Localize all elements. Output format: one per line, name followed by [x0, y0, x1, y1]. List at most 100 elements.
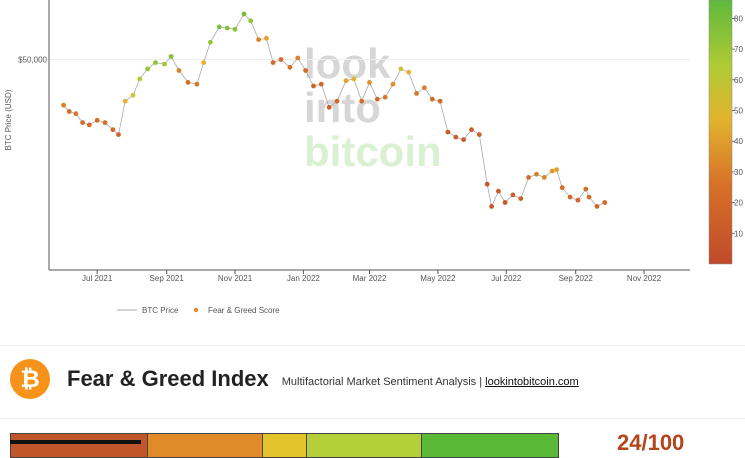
fear-greed-point	[390, 81, 396, 87]
colorbar-tick-label: 50	[734, 107, 743, 116]
watermark: lookintobitcoin	[304, 40, 442, 175]
fear-greed-point	[94, 117, 100, 123]
fear-greed-point	[241, 11, 247, 17]
fear-greed-point	[194, 81, 200, 87]
fear-greed-point	[469, 127, 474, 133]
fear-greed-point	[116, 132, 121, 138]
y-axis-title: BTC Price (USD)	[4, 89, 13, 150]
gauge-segment	[261, 434, 307, 457]
fear-greed-point	[326, 104, 332, 110]
x-tick-label: Jul 2021	[82, 274, 113, 283]
fear-greed-point	[429, 96, 435, 102]
colorbar-tick-label: 20	[734, 199, 743, 208]
legend-point-swatch	[193, 307, 199, 313]
fear-greed-point	[86, 122, 92, 128]
x-tick-label: Mar 2022	[353, 274, 387, 283]
x-axis-ticks: Jul 2021 Sep 2021 Nov 2021 Jan 2022 Mar 2022…	[82, 270, 662, 283]
divider	[0, 345, 745, 346]
fear-greed-point	[168, 54, 174, 59]
fear-greed-point	[437, 98, 443, 104]
fear-greed-point	[453, 134, 459, 140]
x-tick-label: May 2022	[420, 274, 456, 283]
colorbar-tick-label: 70	[734, 45, 743, 54]
fear-greed-point	[256, 37, 261, 42]
gauge-segment	[146, 434, 262, 457]
fear-greed-point	[278, 57, 284, 62]
fear-greed-point	[594, 204, 600, 209]
fear-greed-point	[518, 196, 524, 202]
colorbar-scale	[708, 0, 733, 265]
fear-greed-point	[61, 102, 66, 108]
fear-greed-point	[73, 111, 79, 117]
x-tick-label: Sep 2022	[559, 274, 594, 283]
fear-greed-point	[102, 120, 108, 125]
fear-greed-point	[554, 167, 559, 173]
fear-greed-point	[287, 64, 293, 70]
fear-greed-point	[162, 61, 167, 67]
fear-greed-point	[575, 197, 581, 203]
fear-greed-point	[398, 66, 404, 72]
chart-svg: lookintobitcoin $50,000 Jul 2021 Sep 2021…	[4, 0, 743, 315]
fear-greed-point	[586, 194, 592, 200]
fear-greed-point	[496, 188, 501, 194]
fear-greed-point	[541, 175, 547, 180]
fear-greed-point	[534, 171, 539, 177]
fear-greed-point	[137, 76, 143, 82]
fear-greed-point	[216, 24, 222, 30]
legend-item-btc-price: BTC Price	[142, 306, 179, 315]
score-value: 24/100	[617, 430, 685, 455]
x-tick-label: Nov 2021	[218, 274, 253, 283]
fear-greed-point	[201, 60, 207, 65]
fear-greed-point	[559, 185, 565, 191]
fear-greed-point	[145, 66, 151, 72]
fear-greed-point	[334, 98, 340, 104]
fear-greed-point	[374, 96, 380, 102]
x-tick-label: Sep 2021	[150, 274, 185, 283]
subtitle: Multifactorial Market Sentiment Analysis…	[282, 376, 579, 388]
colorbar-tick-label: 80	[734, 14, 743, 23]
fear-greed-point	[351, 76, 357, 82]
fear-greed-point	[264, 35, 269, 41]
y-tick-label: $50,000	[18, 56, 47, 65]
index-header: ₿ Fear & Greed Index Multifactorial Mark…	[10, 358, 579, 400]
fear-greed-point	[476, 132, 482, 138]
gauge-segment	[11, 434, 147, 457]
fear-greed-point	[367, 80, 372, 85]
watermark-word: into	[304, 84, 381, 131]
fear-greed-point	[567, 194, 573, 200]
fear-greed-point	[510, 192, 516, 198]
divider	[0, 418, 745, 419]
watermark-word: bitcoin	[304, 128, 442, 175]
colorbar-tick-label: 40	[734, 137, 743, 146]
fear-greed-point	[153, 60, 158, 65]
x-tick-label: Jan 2022	[287, 274, 320, 283]
fear-greed-point	[176, 68, 182, 73]
site-link[interactable]: lookintobitcoin.com	[485, 375, 579, 388]
sentiment-gauge	[10, 433, 559, 458]
colorbar: 80 70 60 50 40 30 20 10	[708, 0, 743, 265]
fear-greed-point	[343, 78, 349, 84]
fear-greed-point	[185, 80, 191, 85]
fear-greed-point	[502, 200, 508, 205]
fear-greed-point	[66, 109, 72, 114]
fear-greed-point	[602, 200, 608, 205]
fear-greed-point	[583, 186, 589, 192]
x-tick-label: Nov 2022	[627, 274, 662, 283]
x-tick-label: Jul 2022	[491, 274, 522, 283]
fear-greed-point	[295, 55, 301, 61]
fear-greed-point	[122, 98, 128, 104]
fear-greed-point	[80, 120, 85, 125]
subtitle-text: Multifactorial Market Sentiment Analysis…	[281, 375, 483, 388]
fear-greed-point	[382, 94, 388, 100]
fear-greed-point	[484, 181, 490, 187]
fear-greed-point	[303, 68, 308, 73]
chart: look into bitcoin $50,000 Jul 2021 Sep 2021…	[4, 0, 743, 315]
fear-greed-point	[270, 60, 276, 65]
legend: BTC Price Fear & Greed Score	[117, 306, 280, 315]
fear-greed-point	[224, 25, 230, 31]
fear-greed-point	[232, 26, 238, 32]
fear-greed-point	[110, 127, 116, 133]
gauge-segment	[421, 434, 558, 457]
fear-greed-point	[248, 18, 254, 24]
gauge-indicator	[10, 440, 141, 444]
